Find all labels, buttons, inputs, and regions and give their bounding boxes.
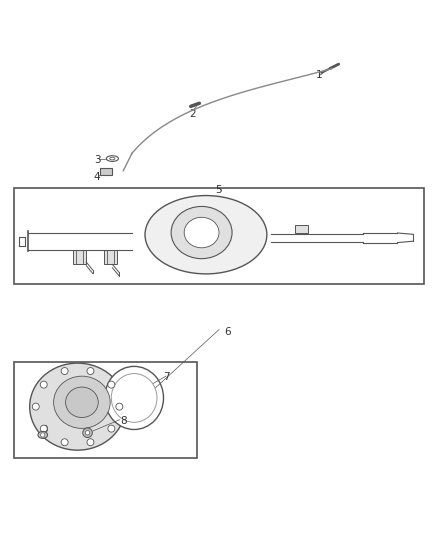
- Circle shape: [108, 381, 115, 388]
- Ellipse shape: [111, 374, 157, 422]
- Text: 3: 3: [94, 155, 100, 165]
- Circle shape: [61, 439, 68, 446]
- Bar: [295, 225, 308, 232]
- Bar: [14, 188, 424, 284]
- Circle shape: [41, 433, 45, 437]
- Ellipse shape: [145, 196, 267, 274]
- Ellipse shape: [53, 376, 110, 429]
- Ellipse shape: [38, 431, 47, 439]
- Ellipse shape: [66, 387, 98, 417]
- Text: 2: 2: [190, 109, 196, 119]
- Ellipse shape: [171, 206, 232, 259]
- Bar: [73, 250, 86, 264]
- Circle shape: [116, 403, 123, 410]
- Circle shape: [32, 403, 39, 410]
- Circle shape: [61, 368, 68, 375]
- Bar: [14, 362, 197, 458]
- Ellipse shape: [105, 366, 163, 430]
- Ellipse shape: [106, 156, 118, 161]
- Ellipse shape: [110, 157, 115, 160]
- Text: 8: 8: [120, 416, 127, 426]
- Circle shape: [83, 428, 92, 438]
- FancyBboxPatch shape: [100, 168, 112, 175]
- Bar: [104, 250, 117, 264]
- Text: 6: 6: [224, 327, 231, 337]
- Circle shape: [87, 439, 94, 446]
- Text: 4: 4: [94, 172, 100, 182]
- Circle shape: [40, 425, 47, 432]
- Ellipse shape: [184, 217, 219, 248]
- Circle shape: [40, 381, 47, 388]
- Text: 1: 1: [316, 70, 322, 80]
- Text: 5: 5: [215, 185, 223, 195]
- Circle shape: [85, 431, 90, 435]
- Circle shape: [87, 368, 94, 375]
- Circle shape: [108, 425, 115, 432]
- Text: 7: 7: [163, 373, 170, 383]
- Text: 9: 9: [42, 425, 48, 435]
- Ellipse shape: [30, 363, 125, 450]
